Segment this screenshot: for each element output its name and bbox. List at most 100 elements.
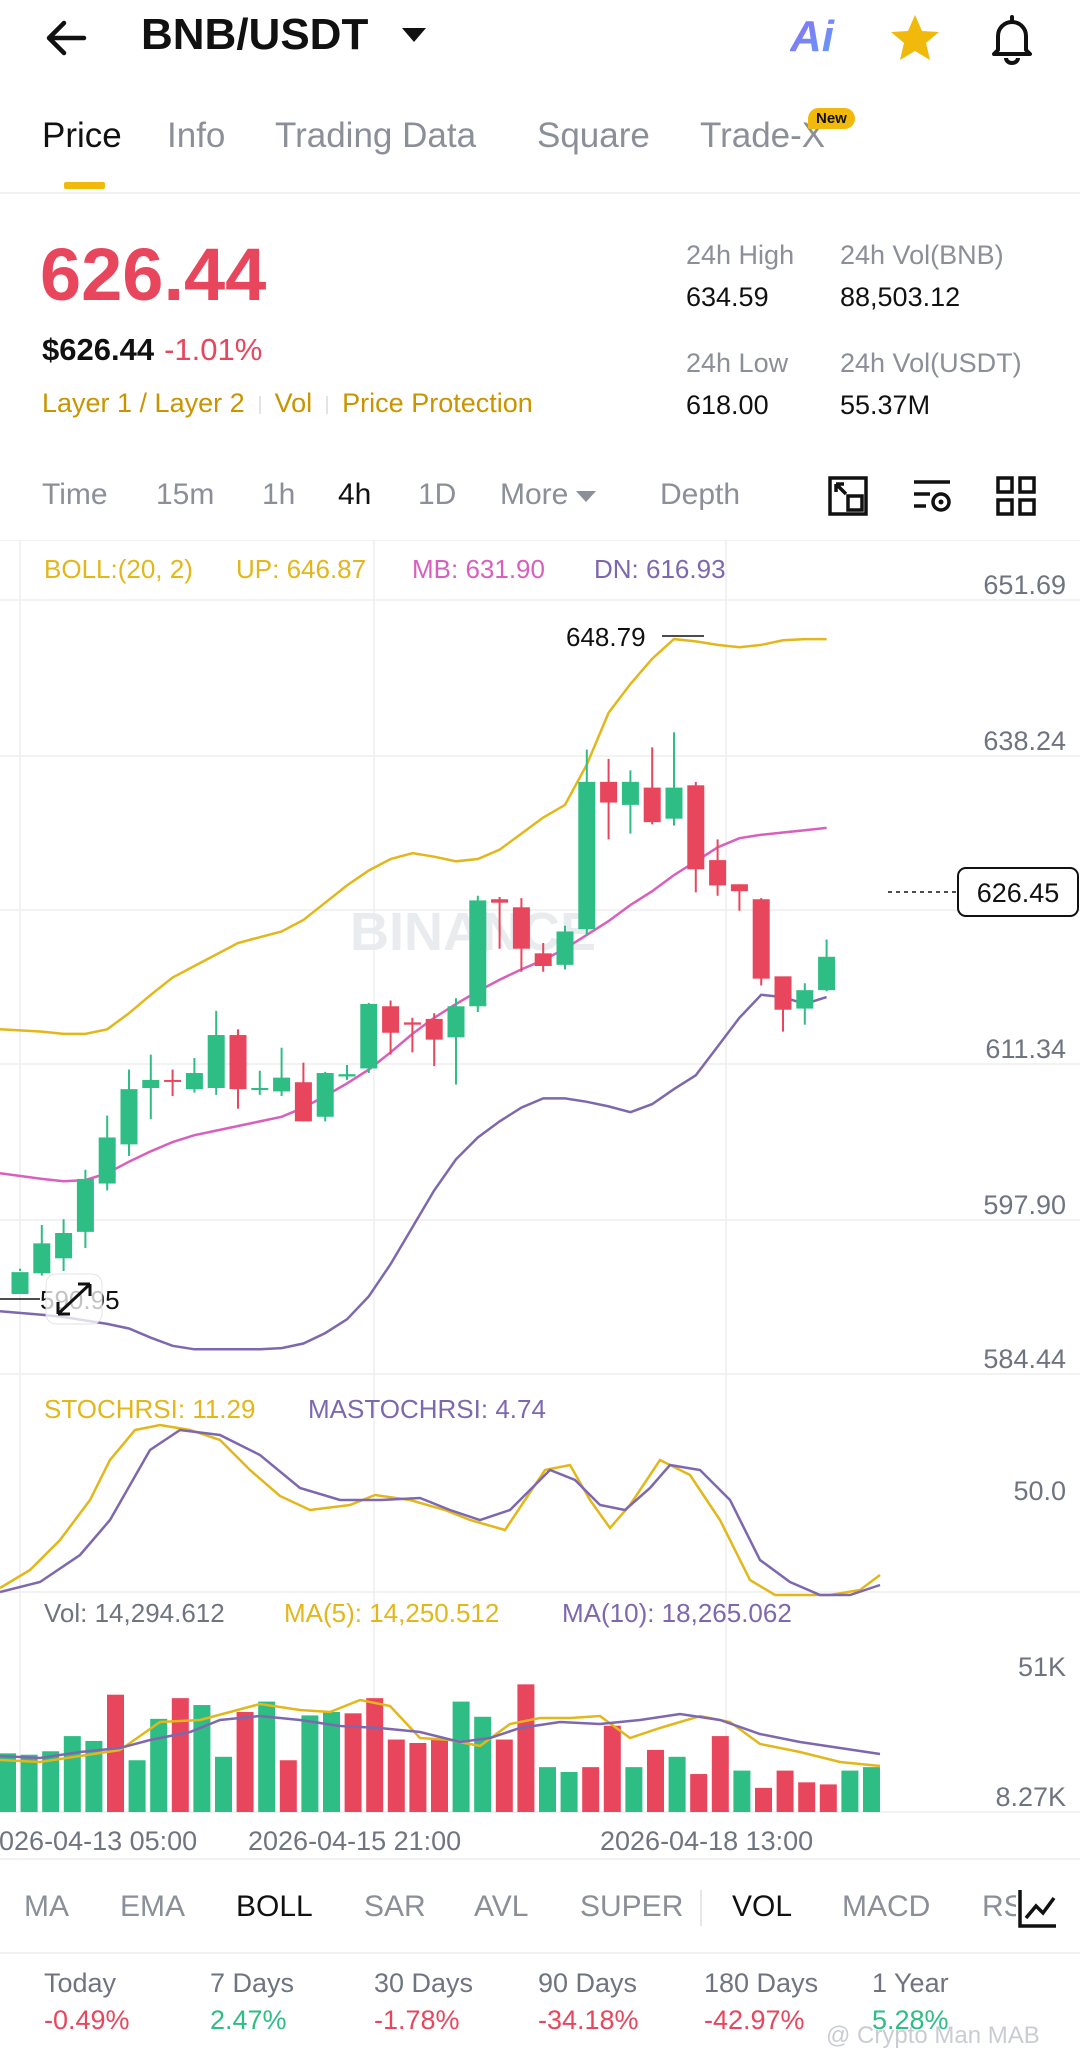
volume-bars bbox=[0, 1684, 880, 1812]
more-caret-icon bbox=[576, 490, 597, 502]
candle-body bbox=[534, 953, 552, 966]
vol-quote-label: 24h Vol(USDT) bbox=[840, 348, 1022, 378]
current-price-box bbox=[957, 867, 1079, 917]
timeframe-1d[interactable]: 1D bbox=[418, 478, 457, 511]
volume-bar bbox=[409, 1743, 427, 1812]
grid-layout-icon[interactable] bbox=[994, 474, 1038, 518]
expand-chart-icon[interactable] bbox=[45, 1273, 103, 1325]
timeframe-time[interactable]: Time bbox=[42, 478, 108, 511]
volume-bar bbox=[798, 1782, 816, 1812]
perf-value: -34.18% bbox=[538, 2005, 639, 2035]
volume-bar bbox=[258, 1701, 276, 1812]
volume-bar bbox=[647, 1749, 664, 1812]
tag-price-protection[interactable]: Price Protection bbox=[342, 388, 533, 418]
legend-vol: Vol: 14,294.612 bbox=[44, 1598, 225, 1628]
chart-area[interactable]: BINANCE BOLL:(20, 2) UP: 646.87 MB: 631.… bbox=[0, 539, 1080, 1858]
tab-price[interactable]: Price bbox=[42, 116, 122, 155]
candle-body bbox=[469, 900, 487, 1007]
depth-tab[interactable]: Depth bbox=[660, 478, 741, 511]
candle-body bbox=[491, 899, 509, 903]
pair-dropdown-caret-icon[interactable] bbox=[402, 28, 426, 42]
perf-value: -1.78% bbox=[374, 2005, 460, 2035]
candle-body bbox=[578, 781, 596, 930]
volume-bar bbox=[171, 1698, 189, 1812]
stochrsi-line bbox=[0, 1423, 881, 1597]
volume-bar bbox=[85, 1740, 103, 1812]
price-axis: 651.69 638.24 611.34 597.90 584.44 bbox=[983, 570, 1066, 1374]
perf-label: 1 Year bbox=[872, 1968, 949, 1998]
indicator-settings-icon[interactable] bbox=[910, 474, 954, 518]
stochrsi-legend: STOCHRSI: 11.29 MASTOCHRSI: 4.74 bbox=[44, 1394, 546, 1424]
timeframe-more[interactable]: More bbox=[500, 478, 597, 512]
timeframe-4h[interactable]: 4h bbox=[338, 478, 372, 511]
legend-boll-dn: DN: 616.93 bbox=[594, 554, 726, 584]
favorite-star-icon[interactable] bbox=[888, 12, 942, 66]
ai-assistant-icon[interactable]: Ai bbox=[790, 12, 846, 62]
stochrsi-tick-50: 50.0 bbox=[1013, 1476, 1066, 1506]
timeframe-more-label: More bbox=[500, 478, 569, 511]
candle-body bbox=[556, 931, 574, 965]
tag-vol[interactable]: Vol bbox=[274, 388, 313, 418]
indicator-macd[interactable]: MACD bbox=[842, 1890, 931, 1923]
volume-bar bbox=[690, 1774, 708, 1812]
tag-layer[interactable]: Layer 1 / Layer 2 bbox=[42, 388, 245, 418]
active-tab-indicator bbox=[64, 182, 105, 189]
tick-584: 584.44 bbox=[983, 1344, 1066, 1374]
candlesticks bbox=[11, 732, 836, 1295]
timeframe-1h[interactable]: 1h bbox=[262, 478, 296, 511]
tab-trading-data[interactable]: Trading Data bbox=[275, 116, 477, 155]
tab-info[interactable]: Info bbox=[167, 116, 226, 155]
candle-body bbox=[665, 787, 683, 819]
last-price: 626.44 bbox=[40, 233, 267, 316]
volume-bar bbox=[387, 1739, 405, 1812]
time-axis: 2026-04-13 05:00 2026-04-15 21:00 2026-0… bbox=[0, 1826, 813, 1856]
tab-square[interactable]: Square bbox=[537, 116, 650, 155]
candle-body bbox=[709, 860, 727, 886]
price-chart[interactable]: BINANCE BOLL:(20, 2) UP: 646.87 MB: 631.… bbox=[0, 539, 1080, 1858]
candle-body bbox=[752, 899, 770, 979]
indicator-vol[interactable]: VOL bbox=[732, 1890, 793, 1923]
candle-body bbox=[621, 781, 639, 805]
indicator-chart-icon[interactable] bbox=[1016, 1886, 1060, 1930]
top-bar: BNB/USDT Ai bbox=[0, 0, 1080, 80]
volume-bar bbox=[474, 1716, 492, 1812]
volume-bar bbox=[863, 1767, 880, 1812]
indicator-avl[interactable]: AVL bbox=[474, 1890, 529, 1923]
fullscreen-chart-icon[interactable] bbox=[826, 474, 870, 518]
tick-651: 651.69 bbox=[983, 570, 1066, 600]
perf-30d: 30 Days -1.78% bbox=[374, 1968, 473, 2036]
pair-title[interactable]: BNB/USDT bbox=[141, 10, 369, 59]
legend-mastochrsi: MASTOCHRSI: 4.74 bbox=[308, 1394, 546, 1424]
candle-body bbox=[687, 785, 705, 870]
volume-bar bbox=[755, 1787, 772, 1812]
legend-vol-ma10: MA(10): 18,265.062 bbox=[562, 1598, 792, 1628]
notification-bell-icon[interactable] bbox=[984, 10, 1040, 66]
legend-stochrsi: STOCHRSI: 11.29 bbox=[44, 1394, 255, 1424]
volume-bar bbox=[42, 1751, 60, 1812]
candle-body bbox=[316, 1073, 334, 1117]
candle-body bbox=[447, 1006, 465, 1038]
indicator-bar: MA EMA BOLL SAR AVL SUPER VOL MACD RS bbox=[0, 1858, 1080, 1954]
volume-bar bbox=[517, 1684, 535, 1812]
candle-body bbox=[403, 1022, 421, 1025]
candle-body bbox=[273, 1077, 291, 1092]
indicator-boll[interactable]: BOLL bbox=[236, 1890, 313, 1923]
legend-boll: BOLL:(20, 2) bbox=[44, 554, 193, 584]
volume-bar bbox=[20, 1754, 38, 1812]
perf-value: 2.47% bbox=[210, 2005, 287, 2035]
indicator-super[interactable]: SUPER bbox=[580, 1890, 684, 1923]
volume-bar bbox=[582, 1767, 600, 1812]
candle-body bbox=[98, 1137, 116, 1184]
back-arrow-icon[interactable] bbox=[42, 14, 92, 62]
candle-body bbox=[11, 1272, 29, 1295]
indicator-sar[interactable]: SAR bbox=[364, 1890, 426, 1923]
candle-body bbox=[818, 956, 836, 991]
timeframe-15m[interactable]: 15m bbox=[156, 478, 215, 511]
volume-bar bbox=[495, 1739, 513, 1812]
indicator-ma[interactable]: MA bbox=[24, 1890, 69, 1923]
legend-boll-up: UP: 646.87 bbox=[236, 554, 366, 584]
volume-bar bbox=[150, 1718, 168, 1812]
tab-trade-x[interactable]: Trade-X bbox=[700, 116, 826, 155]
indicator-ema[interactable]: EMA bbox=[120, 1890, 186, 1923]
high-label: 24h High bbox=[686, 240, 795, 270]
